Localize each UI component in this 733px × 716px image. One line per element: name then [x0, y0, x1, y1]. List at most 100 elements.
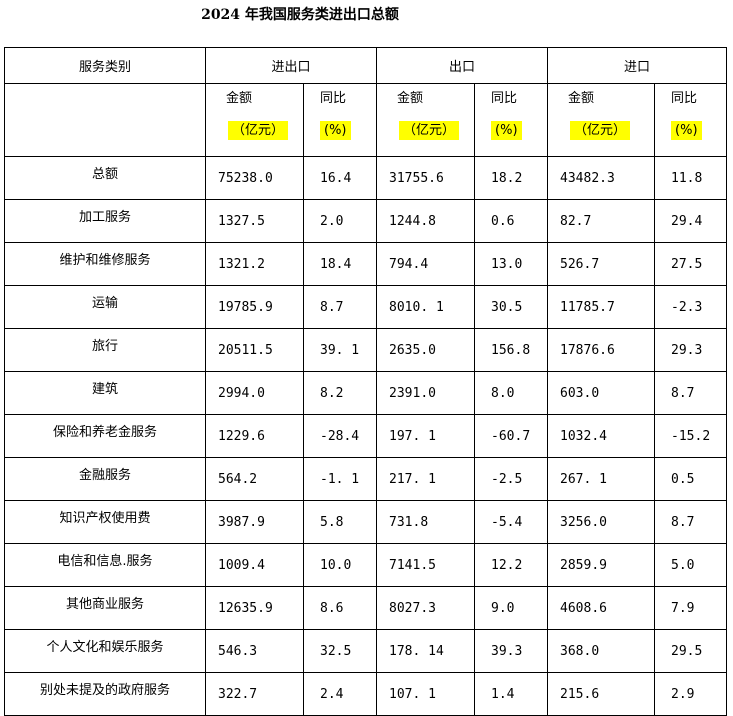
cell-total-amount: 1327.5: [205, 199, 304, 243]
table-row: 个人文化和娱乐服务 546.3 32.5 178. 14 39.3 368.0 29.5: [4, 629, 728, 673]
category-name: 其他商业服务: [4, 586, 206, 630]
cell-import-yoy: 29.4: [654, 199, 728, 243]
category-name: 运输: [4, 285, 206, 329]
category-name: 个人文化和娱乐服务: [4, 629, 206, 673]
cell-import-amount: 82.7: [547, 199, 656, 243]
cell-export-yoy: 156.8: [474, 328, 549, 372]
cell-import-yoy: 8.7: [654, 500, 728, 544]
cell-export-yoy: 30.5: [474, 285, 549, 329]
cell-export-yoy: 13.0: [474, 242, 549, 286]
cell-export-yoy: 1.4: [474, 672, 549, 716]
cell-import-yoy: 11.8: [654, 156, 728, 200]
amount-unit-badge: （亿元）: [399, 121, 460, 140]
cell-total-amount: 1229.6: [205, 414, 304, 458]
cell-export-yoy: -60.7: [474, 414, 549, 458]
cell-total-amount: 1321.2: [205, 242, 304, 286]
cell-import-amount: 1032.4: [547, 414, 656, 458]
table-row: 保险和养老金服务 1229.6 -28.4 197. 1 -60.7 1032.4 -15.…: [4, 414, 728, 458]
cell-total-yoy: 10.0: [302, 543, 378, 587]
amount-unit-badge: （亿元）: [570, 121, 631, 140]
cell-total-yoy: 5.8: [302, 500, 378, 544]
cell-import-amount: 4608.6: [547, 586, 656, 630]
cell-total-yoy: 8.2: [302, 371, 378, 415]
category-name: 维护和维修服务: [4, 242, 206, 286]
cell-export-amount: 217. 1: [376, 457, 476, 501]
table-row: 维护和维修服务 1321.2 18.4 794.4 13.0 526.7 27.5: [4, 242, 728, 286]
cell-export-amount: 794.4: [376, 242, 476, 286]
cell-import-yoy: 27.5: [654, 242, 728, 286]
cell-export-amount: 2391.0: [376, 371, 476, 415]
cell-total-yoy: -28.4: [302, 414, 378, 458]
category-name: 建筑: [4, 371, 206, 415]
cell-import-yoy: 29.5: [654, 629, 728, 673]
table-row: 总额 75238.0 16.4 31755.6 18.2 43482.3 11.8: [4, 156, 728, 200]
cell-import-yoy: 29.3: [654, 328, 728, 372]
category-name: 保险和养老金服务: [4, 414, 206, 458]
amount-label: 金额: [568, 91, 595, 106]
cell-total-amount: 322.7: [205, 672, 304, 716]
cell-import-amount: 3256.0: [547, 500, 656, 544]
category-name: 加工服务: [4, 199, 206, 243]
subheader-import-amount: 金额 （亿元）: [547, 83, 656, 157]
cell-export-amount: 1244.8: [376, 199, 476, 243]
cell-export-yoy: 8.0: [474, 371, 549, 415]
category-name: 总额: [4, 156, 206, 200]
cell-export-amount: 31755.6: [376, 156, 476, 200]
cell-total-amount: 20511.5: [205, 328, 304, 372]
amount-unit-badge: （亿元）: [228, 121, 289, 140]
cell-total-amount: 2994.0: [205, 371, 304, 415]
cell-import-amount: 43482.3: [547, 156, 656, 200]
cell-export-amount: 2635.0: [376, 328, 476, 372]
subheader-total-amount: 金额 （亿元）: [205, 83, 304, 157]
amount-label: 金额: [226, 91, 253, 106]
cell-total-yoy: 16.4: [302, 156, 378, 200]
cell-export-amount: 107. 1: [376, 672, 476, 716]
header-row: 服务类别 进出口 出口 进口: [4, 47, 728, 84]
cell-import-yoy: -2.3: [654, 285, 728, 329]
cell-total-yoy: 8.7: [302, 285, 378, 329]
cell-import-amount: 603.0: [547, 371, 656, 415]
cell-total-yoy: 2.4: [302, 672, 378, 716]
cell-export-amount: 178. 14: [376, 629, 476, 673]
category-name: 电信和信息.服务: [4, 543, 206, 587]
yoy-label: 同比: [671, 91, 698, 106]
cell-export-yoy: 0.6: [474, 199, 549, 243]
cell-import-yoy: 0.5: [654, 457, 728, 501]
cell-import-yoy: 2.9: [654, 672, 728, 716]
cell-total-amount: 3987.9: [205, 500, 304, 544]
cell-import-yoy: -15.2: [654, 414, 728, 458]
cell-import-amount: 368.0: [547, 629, 656, 673]
header-category: 服务类别: [4, 47, 206, 84]
subheader-empty: [4, 83, 206, 157]
subheader-row: 金额 （亿元） 同比 (%) 金额 （亿元） 同比 (%) 金额 （亿元） 同比…: [4, 83, 728, 157]
table-row: 建筑 2994.0 8.2 2391.0 8.0 603.0 8.7: [4, 371, 728, 415]
cell-export-yoy: 18.2: [474, 156, 549, 200]
cell-export-yoy: 39.3: [474, 629, 549, 673]
cell-export-amount: 8010. 1: [376, 285, 476, 329]
yoy-unit-badge: (%): [671, 121, 702, 140]
cell-total-amount: 12635.9: [205, 586, 304, 630]
cell-total-yoy: 39. 1: [302, 328, 378, 372]
cell-import-amount: 215.6: [547, 672, 656, 716]
cell-import-yoy: 8.7: [654, 371, 728, 415]
cell-total-yoy: 2.0: [302, 199, 378, 243]
cell-total-yoy: 8.6: [302, 586, 378, 630]
subheader-total-yoy: 同比 (%): [302, 83, 378, 157]
cell-total-yoy: 18.4: [302, 242, 378, 286]
cell-import-amount: 2859.9: [547, 543, 656, 587]
cell-total-amount: 564.2: [205, 457, 304, 501]
cell-import-amount: 526.7: [547, 242, 656, 286]
cell-total-amount: 75238.0: [205, 156, 304, 200]
cell-export-amount: 8027.3: [376, 586, 476, 630]
amount-label: 金额: [397, 91, 424, 106]
cell-total-amount: 546.3: [205, 629, 304, 673]
services-trade-table: 服务类别 进出口 出口 进口 金额 （亿元） 同比 (%) 金额 （亿元） 同比…: [4, 47, 728, 716]
cell-import-amount: 11785.7: [547, 285, 656, 329]
cell-import-amount: 17876.6: [547, 328, 656, 372]
header-group-import: 进口: [547, 47, 728, 84]
table-row: 金融服务 564.2 -1. 1 217. 1 -2.5 267. 1 0.5: [4, 457, 728, 501]
category-name: 金融服务: [4, 457, 206, 501]
cell-import-yoy: 5.0: [654, 543, 728, 587]
category-name: 旅行: [4, 328, 206, 372]
header-group-export: 出口: [376, 47, 549, 84]
